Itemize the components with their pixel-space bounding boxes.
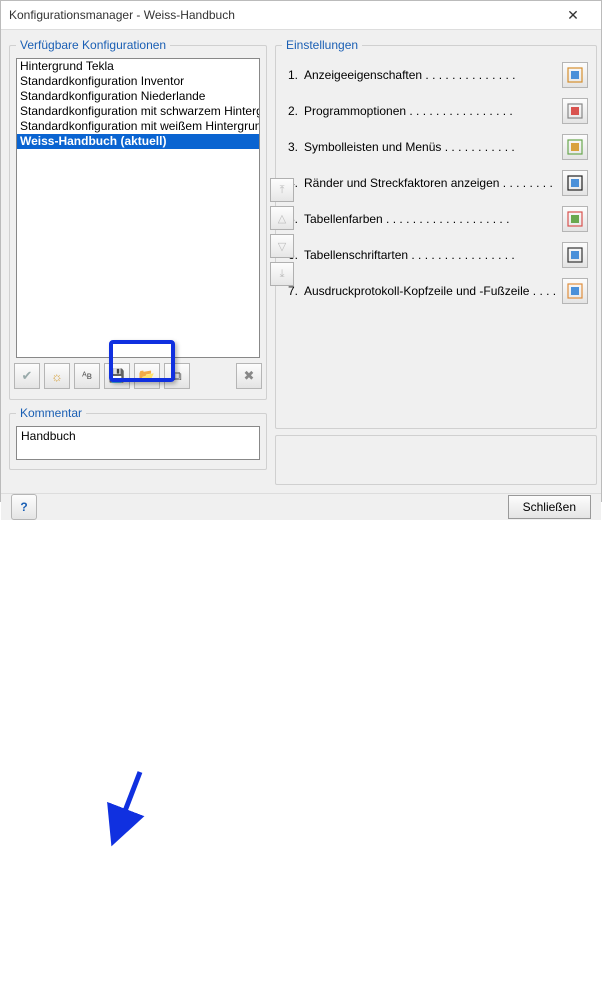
rename-icon: ᴬʙ — [82, 371, 92, 382]
settings-row-label: Anzeigeeigenschaften . . . . . . . . . .… — [304, 68, 556, 82]
settings-icon — [567, 175, 583, 191]
settings-row-label: Symbolleisten und Menüs . . . . . . . . … — [304, 140, 556, 154]
config-item[interactable]: Standardkonfiguration mit weißem Hinterg… — [17, 119, 259, 134]
reorder-buttons: ⤒ △ ▽ ⤓ — [270, 178, 294, 286]
open-button[interactable]: 📂 — [134, 363, 160, 389]
settings-row-button[interactable] — [562, 242, 588, 268]
check-icon: ✔ — [22, 368, 33, 384]
config-item[interactable]: Standardkonfiguration Inventor — [17, 74, 259, 89]
config-item[interactable]: Standardkonfiguration mit schwarzem Hint… — [17, 104, 259, 119]
configurations-legend: Verfügbare Konfigurationen — [16, 38, 170, 52]
settings-row: 3. Symbolleisten und Menüs . . . . . . . … — [284, 134, 588, 160]
save-button[interactable]: 💾 — [104, 363, 130, 389]
settings-row-num: 7. — [284, 284, 298, 298]
settings-row-label: Ränder und Streckfaktoren anzeigen . . .… — [304, 176, 556, 190]
compare-button[interactable]: ⧉ — [164, 363, 190, 389]
settings-row: 1. Anzeigeeigenschaften . . . . . . . . .… — [284, 62, 588, 88]
open-icon: 📂 — [139, 368, 155, 384]
settings-row-label: Programmoptionen . . . . . . . . . . . .… — [304, 104, 556, 118]
settings-row: 7. Ausdruckprotokoll-Kopfzeile und -Fußze… — [284, 278, 588, 304]
settings-row-num: 2. — [284, 104, 298, 118]
delete-icon: ✖ — [244, 368, 255, 384]
settings-group: Einstellungen 1. Anzeigeeigenschaften . .… — [275, 38, 597, 429]
settings-icon — [567, 67, 583, 83]
move-up-button[interactable]: △ — [270, 206, 294, 230]
right-column: Einstellungen 1. Anzeigeeigenschaften . .… — [275, 38, 597, 485]
settings-row-num: 1. — [284, 68, 298, 82]
settings-row: 5.Tabellenfarben . . . . . . . . . . . .… — [284, 206, 588, 232]
content-area: Verfügbare Konfigurationen Hintergrund T… — [1, 30, 601, 493]
close-button[interactable]: Schließen — [508, 495, 591, 519]
new-button[interactable]: ☼ — [44, 363, 70, 389]
comment-legend: Kommentar — [16, 406, 86, 420]
right-lower-panel — [275, 435, 597, 485]
comment-group: Kommentar — [9, 406, 267, 470]
move-top-button[interactable]: ⤒ — [270, 178, 294, 202]
apply-button[interactable]: ✔ — [14, 363, 40, 389]
settings-icon — [567, 103, 583, 119]
settings-row-button[interactable] — [562, 62, 588, 88]
titlebar: Konfigurationsmanager - Weiss-Handbuch ✕ — [1, 1, 601, 30]
save-icon: 💾 — [109, 368, 125, 384]
settings-row-label: Tabellenschriftarten . . . . . . . . . .… — [304, 248, 556, 262]
compare-icon: ⧉ — [172, 368, 181, 384]
settings-row-button[interactable] — [562, 134, 588, 160]
comment-input[interactable] — [16, 426, 260, 460]
left-column: Verfügbare Konfigurationen Hintergrund T… — [9, 38, 267, 485]
settings-row-label: Tabellenfarben . . . . . . . . . . . . .… — [304, 212, 556, 226]
settings-icon — [567, 211, 583, 227]
settings-row: 2. Programmoptionen . . . . . . . . . . .… — [284, 98, 588, 124]
settings-legend: Einstellungen — [282, 38, 362, 52]
settings-row: 4.Ränder und Streckfaktoren anzeigen . .… — [284, 170, 588, 196]
settings-row-button[interactable] — [562, 170, 588, 196]
configurations-group: Verfügbare Konfigurationen Hintergrund T… — [9, 38, 267, 400]
settings-icon — [567, 247, 583, 263]
settings-row-label: Ausdruckprotokoll-Kopfzeile und -Fußzeil… — [304, 284, 556, 298]
settings-row-button[interactable] — [562, 98, 588, 124]
footer: ? Schließen — [1, 493, 601, 520]
rename-button[interactable]: ᴬʙ — [74, 363, 100, 389]
settings-row-num: 3. — [284, 140, 298, 154]
settings-row-button[interactable] — [562, 278, 588, 304]
config-item[interactable]: Hintergrund Tekla — [17, 59, 259, 74]
dialog-window: Konfigurationsmanager - Weiss-Handbuch ✕… — [0, 0, 602, 502]
delete-button[interactable]: ✖ — [236, 363, 262, 389]
annotation-arrow — [0, 502, 602, 1004]
settings-icon — [567, 283, 583, 299]
window-close-button[interactable]: ✕ — [553, 1, 593, 29]
settings-list: 1. Anzeigeeigenschaften . . . . . . . . .… — [282, 58, 590, 308]
move-bottom-button[interactable]: ⤓ — [270, 262, 294, 286]
window-title: Konfigurationsmanager - Weiss-Handbuch — [9, 8, 553, 22]
config-toolbar: ✔ ☼ ᴬʙ 💾 📂 ⧉ ✖ — [14, 362, 262, 390]
new-icon: ☼ — [51, 369, 63, 384]
configurations-listbox[interactable]: Hintergrund TeklaStandardkonfiguration I… — [16, 58, 260, 358]
config-item[interactable]: Weiss-Handbuch (aktuell) — [17, 134, 259, 149]
help-button[interactable]: ? — [11, 494, 37, 520]
settings-row: 6.Tabellenschriftarten . . . . . . . . .… — [284, 242, 588, 268]
help-icon: ? — [20, 500, 27, 514]
move-down-button[interactable]: ▽ — [270, 234, 294, 258]
settings-row-button[interactable] — [562, 206, 588, 232]
config-item[interactable]: Standardkonfiguration Niederlande — [17, 89, 259, 104]
settings-icon — [567, 139, 583, 155]
